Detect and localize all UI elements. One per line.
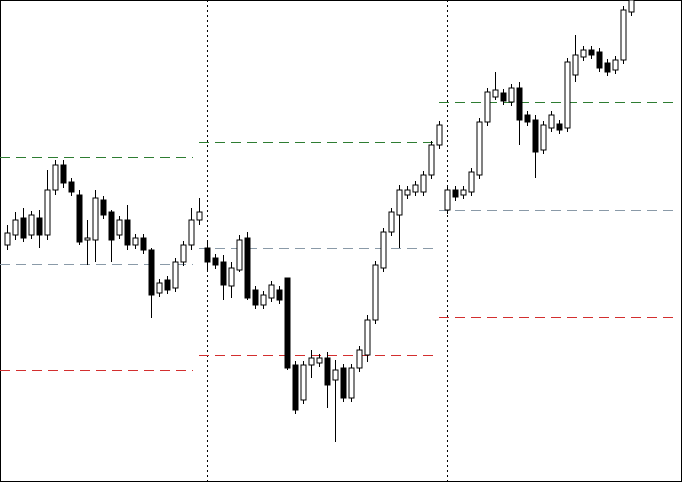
candle-body bbox=[580, 49, 587, 58]
candle-body bbox=[356, 349, 363, 369]
candle-body bbox=[604, 62, 611, 73]
candle-body bbox=[204, 247, 211, 263]
candle-body bbox=[284, 277, 291, 369]
candle-body bbox=[100, 199, 107, 216]
candle-body bbox=[380, 231, 387, 269]
candle-body bbox=[92, 197, 99, 241]
candle-body bbox=[484, 91, 491, 123]
candle-body bbox=[36, 217, 43, 236]
candle-body bbox=[60, 164, 67, 184]
candle-body bbox=[140, 237, 147, 251]
candle-body bbox=[212, 257, 219, 266]
candle-body bbox=[68, 181, 75, 193]
candle-body bbox=[252, 289, 259, 306]
candle-body bbox=[148, 249, 155, 296]
candle-body bbox=[564, 61, 571, 129]
candle-body bbox=[308, 357, 315, 366]
candle-body bbox=[420, 174, 427, 193]
candle-body bbox=[276, 289, 283, 301]
candle-body bbox=[372, 264, 379, 321]
candle-body bbox=[228, 267, 235, 287]
candle-body bbox=[452, 189, 459, 198]
candle-body bbox=[12, 219, 19, 236]
candle-body bbox=[76, 194, 83, 243]
candle-body bbox=[236, 239, 243, 271]
candle-body bbox=[188, 219, 195, 246]
candle-body bbox=[388, 211, 395, 233]
candle-body bbox=[612, 59, 619, 71]
candle-body bbox=[164, 279, 171, 291]
candle-body bbox=[404, 189, 411, 196]
candle-body bbox=[436, 124, 443, 146]
candle-body bbox=[508, 87, 515, 103]
candle-body bbox=[492, 89, 499, 98]
candle-body bbox=[316, 357, 323, 364]
candle-body bbox=[108, 211, 115, 241]
candle-body bbox=[220, 261, 227, 286]
candle-body bbox=[428, 144, 435, 176]
candle-body bbox=[132, 237, 139, 246]
candle-body bbox=[52, 164, 59, 191]
candle-body bbox=[532, 119, 539, 153]
candle-body bbox=[196, 211, 203, 221]
candle-body bbox=[572, 54, 579, 76]
candle-body bbox=[292, 364, 299, 411]
candle-body bbox=[588, 49, 595, 56]
candle-body bbox=[180, 244, 187, 263]
candle-body bbox=[4, 232, 11, 246]
candle-body bbox=[500, 92, 507, 102]
candle-body bbox=[396, 189, 403, 216]
candle-body bbox=[300, 364, 307, 401]
candle-body bbox=[516, 87, 523, 121]
candle-body bbox=[84, 237, 91, 241]
candle-body bbox=[332, 369, 339, 381]
candle-body bbox=[444, 189, 451, 211]
candle-body bbox=[44, 189, 51, 236]
candle-body bbox=[412, 184, 419, 193]
candle-body bbox=[540, 124, 547, 151]
candle-body bbox=[476, 121, 483, 176]
candle-body bbox=[20, 217, 27, 239]
candle-body bbox=[364, 319, 371, 356]
candle-body bbox=[620, 9, 627, 61]
candle-body bbox=[340, 367, 347, 399]
candle-body bbox=[260, 294, 267, 306]
candle-body bbox=[628, 0, 635, 13]
candle-body bbox=[124, 219, 131, 246]
candle-body bbox=[28, 214, 35, 236]
candle-body bbox=[596, 51, 603, 69]
candle-body bbox=[156, 282, 163, 294]
candle-body bbox=[460, 189, 467, 196]
candle-body bbox=[524, 114, 531, 123]
candle-body bbox=[324, 357, 331, 386]
candle-body bbox=[172, 261, 179, 289]
candle-body bbox=[548, 114, 555, 129]
candle-body bbox=[556, 123, 563, 131]
candle-body bbox=[116, 219, 123, 236]
candle-body bbox=[348, 367, 355, 399]
candle-body bbox=[268, 284, 275, 299]
candle-body bbox=[244, 237, 251, 299]
candle-body bbox=[468, 171, 475, 193]
